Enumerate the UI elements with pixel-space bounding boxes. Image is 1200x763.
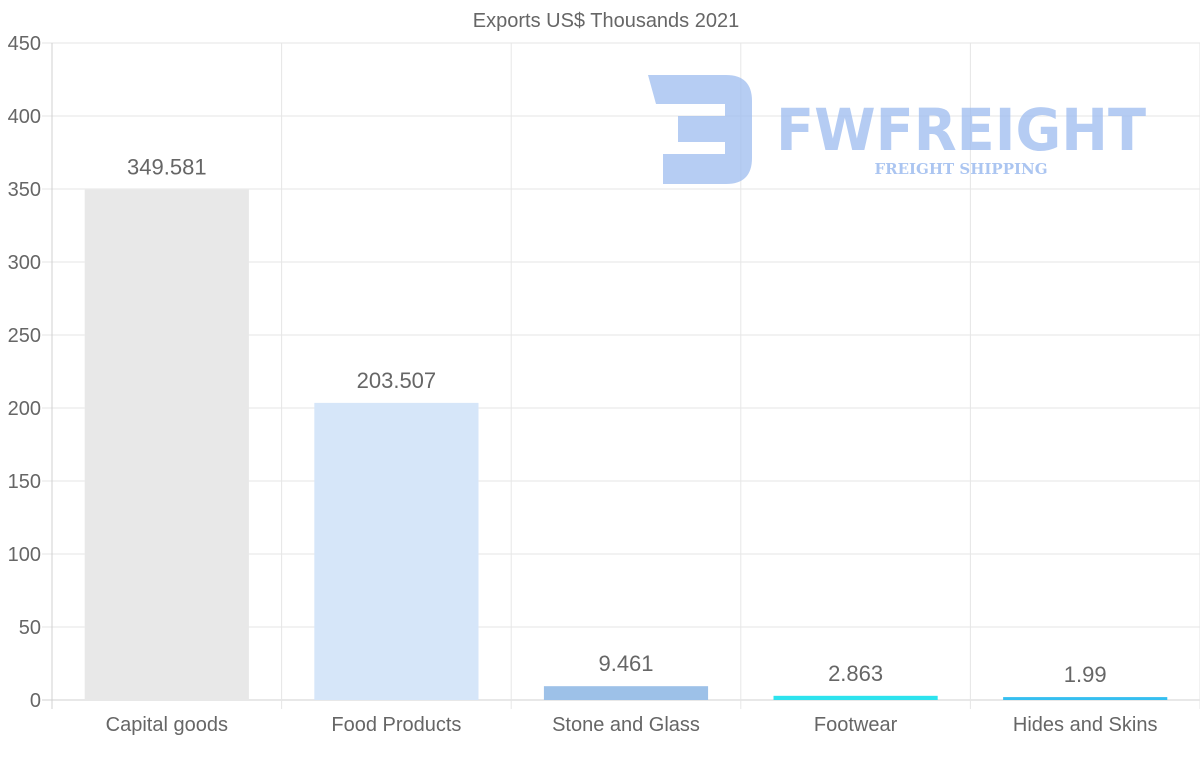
bars (84, 189, 1168, 700)
y-tick-label: 250 (8, 325, 41, 347)
y-axis: 0 50 100 150 200 250 300 350 400 450 (8, 33, 41, 712)
x-tick-label: Capital goods (106, 714, 228, 736)
y-tick-label: 0 (30, 690, 41, 712)
chart-title: Exports US$ Thousands 2021 (473, 10, 739, 32)
bar-footwear (773, 695, 938, 700)
watermark-brand: FWFREIGHT (776, 96, 1146, 164)
fwfreight-watermark-logo: FWFREIGHT FREIGHT SHIPPING (648, 75, 1146, 184)
x-tick-label: Food Products (331, 714, 461, 736)
x-axis: Capital goods Food Products Stone and Glas… (106, 714, 1158, 736)
bar-capital-goods (84, 189, 249, 700)
data-label: 9.461 (598, 651, 653, 676)
x-tick-label: Footwear (814, 714, 898, 736)
y-tick-label: 100 (8, 544, 41, 566)
data-label: 1.99 (1064, 662, 1107, 687)
x-tick-label: Stone and Glass (552, 714, 700, 736)
y-tick-label: 300 (8, 252, 41, 274)
bar-food-products (314, 402, 479, 700)
y-tick-label: 50 (19, 617, 41, 639)
data-labels: 349.581 203.507 9.461 2.863 1.99 (127, 155, 1107, 687)
y-tick-label: 350 (8, 179, 41, 201)
bar-hides-and-skins (1003, 697, 1168, 700)
y-tick-label: 400 (8, 106, 41, 128)
fwfreight-logo-icon (648, 75, 752, 184)
data-label: 349.581 (127, 155, 207, 180)
watermark-tagline: FREIGHT SHIPPING (874, 160, 1047, 178)
data-label: 2.863 (828, 661, 883, 686)
bar-stone-and-glass (543, 686, 709, 700)
y-tick-label: 150 (8, 471, 41, 493)
y-tick-label: 200 (8, 398, 41, 420)
data-label: 203.507 (357, 368, 437, 393)
x-tick-label: Hides and Skins (1013, 714, 1158, 736)
y-tick-label: 450 (8, 33, 41, 55)
